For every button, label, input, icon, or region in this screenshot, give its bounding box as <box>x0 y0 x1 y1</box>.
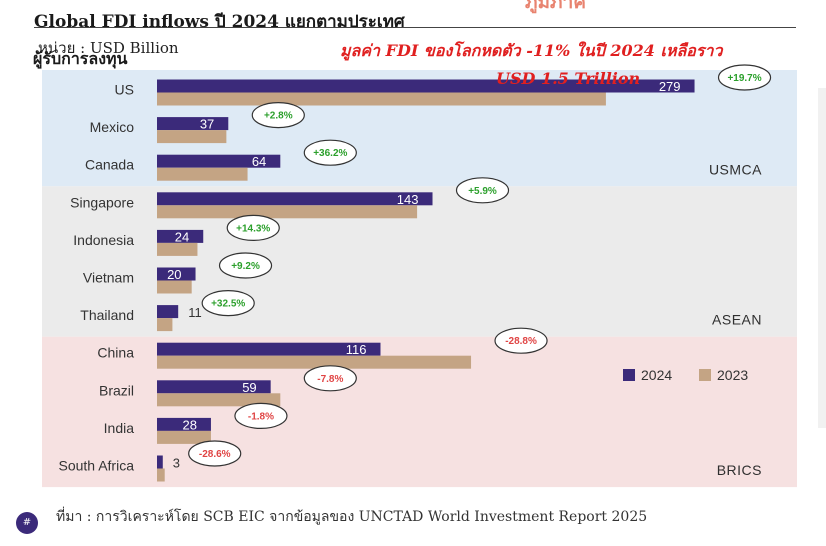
value-label-thailand: 11 <box>188 305 202 320</box>
value-label-vietnam: 20 <box>167 267 181 282</box>
bar-2024-indonesia <box>157 229 204 243</box>
legend-swatch-2024 <box>623 369 635 381</box>
category-label-indonesia: Indonesia <box>73 232 134 248</box>
bar-2023-singapore <box>157 205 418 219</box>
category-label-india: India <box>104 420 135 436</box>
group-label-brics: BRICS <box>717 462 762 478</box>
bar-2023-mexico <box>157 130 227 144</box>
category-label-mexico: Mexico <box>90 119 135 135</box>
bar-2024-thailand <box>157 305 179 319</box>
bar-2023-indonesia <box>157 242 198 256</box>
change-label-indonesia: +14.3% <box>236 223 270 234</box>
change-label-thailand: +32.5% <box>211 299 245 310</box>
category-label-vietnam: Vietnam <box>83 270 134 286</box>
value-label-south-africa: 3 <box>173 456 180 471</box>
fdi-annotation-line2: USD 1.5 Trillion <box>496 69 641 88</box>
bar-2024-singapore <box>157 192 433 206</box>
bar-2023-china <box>157 355 472 369</box>
change-bubble-brazil <box>303 365 357 392</box>
unit-label: หน่วย : USD Billion <box>38 39 179 57</box>
value-label-indonesia: 24 <box>175 229 189 244</box>
category-label-china: China <box>97 345 134 361</box>
change-bubble-us <box>717 64 772 91</box>
change-label-us: +19.7% <box>727 73 761 84</box>
source-note: ที่มา : การวิเคราะห์โดย SCB EIC จากข้อมู… <box>56 509 648 525</box>
bar-2024-us <box>157 79 695 93</box>
category-label-thailand: Thailand <box>80 307 134 323</box>
change-label-canada: +36.2% <box>313 148 347 159</box>
bar-2023-thailand <box>157 318 173 332</box>
legend-label-2024: 2024 <box>641 367 672 383</box>
value-label-brazil: 59 <box>242 380 256 395</box>
value-label-singapore: 143 <box>397 192 419 207</box>
bar-2024-south-africa <box>157 455 163 469</box>
category-label-singapore: Singapore <box>70 194 134 210</box>
category-label-us: US <box>115 82 134 98</box>
change-label-china: -28.8% <box>505 336 537 347</box>
bar-2024-china <box>157 342 381 356</box>
value-label-mexico: 37 <box>200 117 214 132</box>
group-band-asean <box>42 186 797 337</box>
change-bubble-singapore <box>455 177 510 204</box>
bar-2024-vietnam <box>157 267 196 281</box>
value-label-china: 116 <box>346 342 367 357</box>
page-title: Global FDI inflows ปี 2024 แยกตามประเทศ <box>34 12 405 32</box>
page-subtitle: ผู้รับการลงทุน <box>33 49 128 68</box>
change-bubble-indonesia <box>226 214 280 241</box>
bar-2023-india <box>157 430 211 444</box>
category-label-brazil: Brazil <box>99 382 134 398</box>
fdi-annotation-line1: มูลค่า FDI ของโลกหดตัว -11% ในปี 2024 เห… <box>340 41 723 60</box>
bar-2023-canada <box>157 167 248 181</box>
value-label-us: 279 <box>659 79 681 94</box>
change-label-vietnam: +9.2% <box>231 261 260 272</box>
change-label-south-africa: -28.6% <box>199 449 231 460</box>
title-underline <box>34 27 796 28</box>
bar-2023-south-africa <box>157 468 165 482</box>
change-label-mexico: +2.8% <box>264 111 293 122</box>
bar-2023-us <box>157 92 606 106</box>
category-label-canada: Canada <box>85 157 134 173</box>
legend-swatch-2023 <box>699 369 711 381</box>
legend-label-2023: 2023 <box>717 367 748 383</box>
bar-2024-mexico <box>157 117 229 131</box>
top-cut-text: ภูมิภาค <box>525 0 586 13</box>
group-label-usmca: USMCA <box>709 161 762 177</box>
change-bubble-south-africa <box>188 440 242 467</box>
change-bubble-mexico <box>251 101 305 129</box>
change-bubble-canada <box>303 139 357 166</box>
bar-2023-vietnam <box>157 280 192 294</box>
page-badge: # <box>16 512 38 534</box>
change-bubble-india <box>234 402 288 429</box>
bar-2024-brazil <box>157 380 271 394</box>
category-label-south-africa: South Africa <box>59 458 135 474</box>
bar-2023-brazil <box>157 393 281 407</box>
right-edge-panel <box>818 88 826 428</box>
change-bubble-thailand <box>201 290 255 317</box>
value-label-india: 28 <box>182 417 196 432</box>
change-label-singapore: +5.9% <box>468 186 497 197</box>
change-label-india: -1.8% <box>248 411 274 422</box>
change-bubble-china <box>494 327 548 354</box>
value-label-canada: 64 <box>252 154 266 169</box>
bar-2024-india <box>157 417 211 431</box>
change-bubble-vietnam <box>218 252 273 279</box>
group-label-asean: ASEAN <box>712 312 762 328</box>
bar-2024-canada <box>157 154 281 168</box>
change-label-brazil: -7.8% <box>317 374 343 385</box>
